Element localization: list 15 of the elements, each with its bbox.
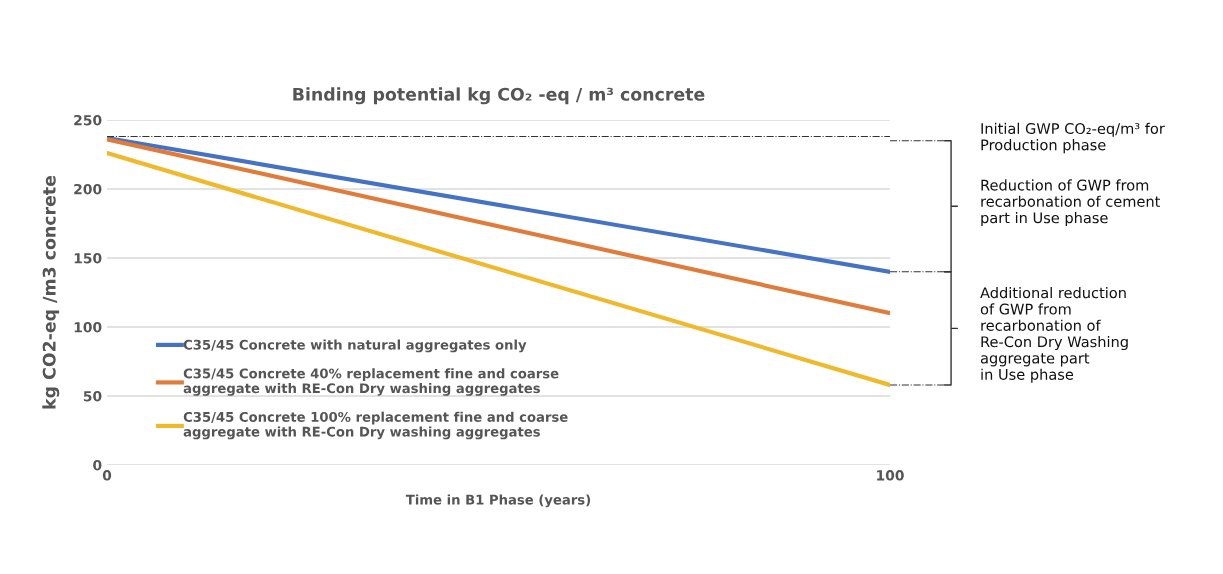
y-axis-title: kg CO2-eq /m3 concrete xyxy=(42,175,60,409)
legend-label: C35/45 Concrete with natural aggregates only xyxy=(183,339,527,353)
text: Reduction of GWP from recarbonation of cement part in Use phase xyxy=(981,179,1161,227)
text: Initial GWP CO₂-eq/m³ for Production phase xyxy=(981,122,1165,154)
chart-title: Binding potential kg CO₂ -eq / m³ concrete xyxy=(293,87,705,105)
y-tick-label: 50 xyxy=(83,390,102,402)
y-tick-label: 0 xyxy=(93,459,102,471)
text: Additional reduction of GWP from recarbonation of Re-Con Dry Washing aggregate part in Use phase xyxy=(980,286,1128,383)
y-tick-label: 150 xyxy=(74,252,102,264)
legend-label: C35/45 Concrete 100% replacement fine and coarse aggregate with RE-Con Dry washing aggregates xyxy=(183,411,568,440)
y-tick-label: 250 xyxy=(74,114,102,126)
x-axis-title: Time in B1 Phase (years) xyxy=(405,494,591,508)
legend-label: C35/45 Concrete 40% replacement fine and coarse aggregate with RE-Con Dry washing aggregates xyxy=(183,368,559,396)
y-tick-label: 100 xyxy=(74,321,102,333)
y-tick-label: 200 xyxy=(74,183,102,195)
